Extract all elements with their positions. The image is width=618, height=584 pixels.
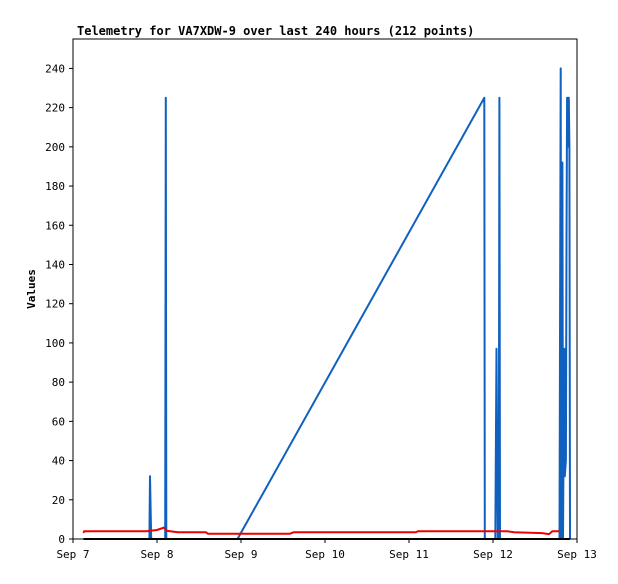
- y-tick-label: 60: [52, 415, 65, 428]
- y-tick-label: 0: [58, 533, 65, 546]
- y-tick-label: 240: [45, 62, 65, 75]
- y-tick-label: 140: [45, 258, 65, 271]
- x-tick-label: Sep 9: [224, 548, 257, 561]
- axis-layer: 0 20 40 60 80 100 120 140 160 180 200 220 240 Sep 7 Se…: [45, 38, 597, 561]
- y-tick-label: 200: [45, 141, 65, 154]
- y-tick-label: 100: [45, 337, 65, 350]
- plot-frame: [72, 38, 578, 540]
- series-layer: [82, 67, 571, 540]
- y-tick-label: 220: [45, 102, 65, 115]
- x-tick-label: Sep 11: [389, 548, 429, 561]
- y-tick-label: 120: [45, 298, 65, 311]
- x-tick-label: Sep 7: [56, 548, 89, 561]
- y-tick-label: 80: [52, 376, 65, 389]
- x-tick-label: Sep 13: [557, 548, 597, 561]
- y-tick-label: 160: [45, 219, 65, 232]
- x-tick-label: Sep 12: [473, 548, 513, 561]
- y-tick-label: 180: [45, 180, 65, 193]
- chart-title: Telemetry for VA7XDW-9 over last 240 hou…: [77, 24, 474, 38]
- series-line-2: [82, 526, 560, 536]
- y-axis-label: Values: [25, 269, 38, 309]
- x-tick-label: Sep 8: [140, 548, 173, 561]
- series-line-1: [148, 67, 571, 540]
- x-tick-label: Sep 10: [305, 548, 345, 561]
- y-tick-label: 40: [52, 455, 65, 468]
- y-tick-label: 20: [52, 494, 65, 507]
